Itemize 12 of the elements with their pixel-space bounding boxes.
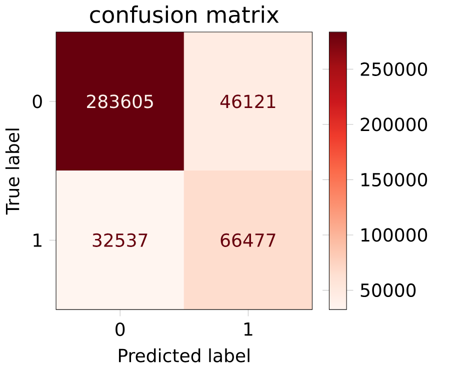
chart-title: confusion matrix <box>90 6 279 24</box>
color-bar-label: 150000 <box>361 172 428 187</box>
color-bar-label: 200000 <box>360 118 428 132</box>
data-label: 32537 <box>92 233 148 248</box>
x-axis-title: Predicted label <box>118 348 250 362</box>
color-bar-label: 50000 <box>360 283 416 298</box>
color-bar-label: 100000 <box>361 228 428 242</box>
data-label: 46121 <box>220 94 276 108</box>
y-axis-title: True label <box>5 128 20 215</box>
data-label: 283605 <box>87 94 153 108</box>
color-bar-label: 250000 <box>360 62 428 76</box>
data-label: 66477 <box>220 233 276 248</box>
